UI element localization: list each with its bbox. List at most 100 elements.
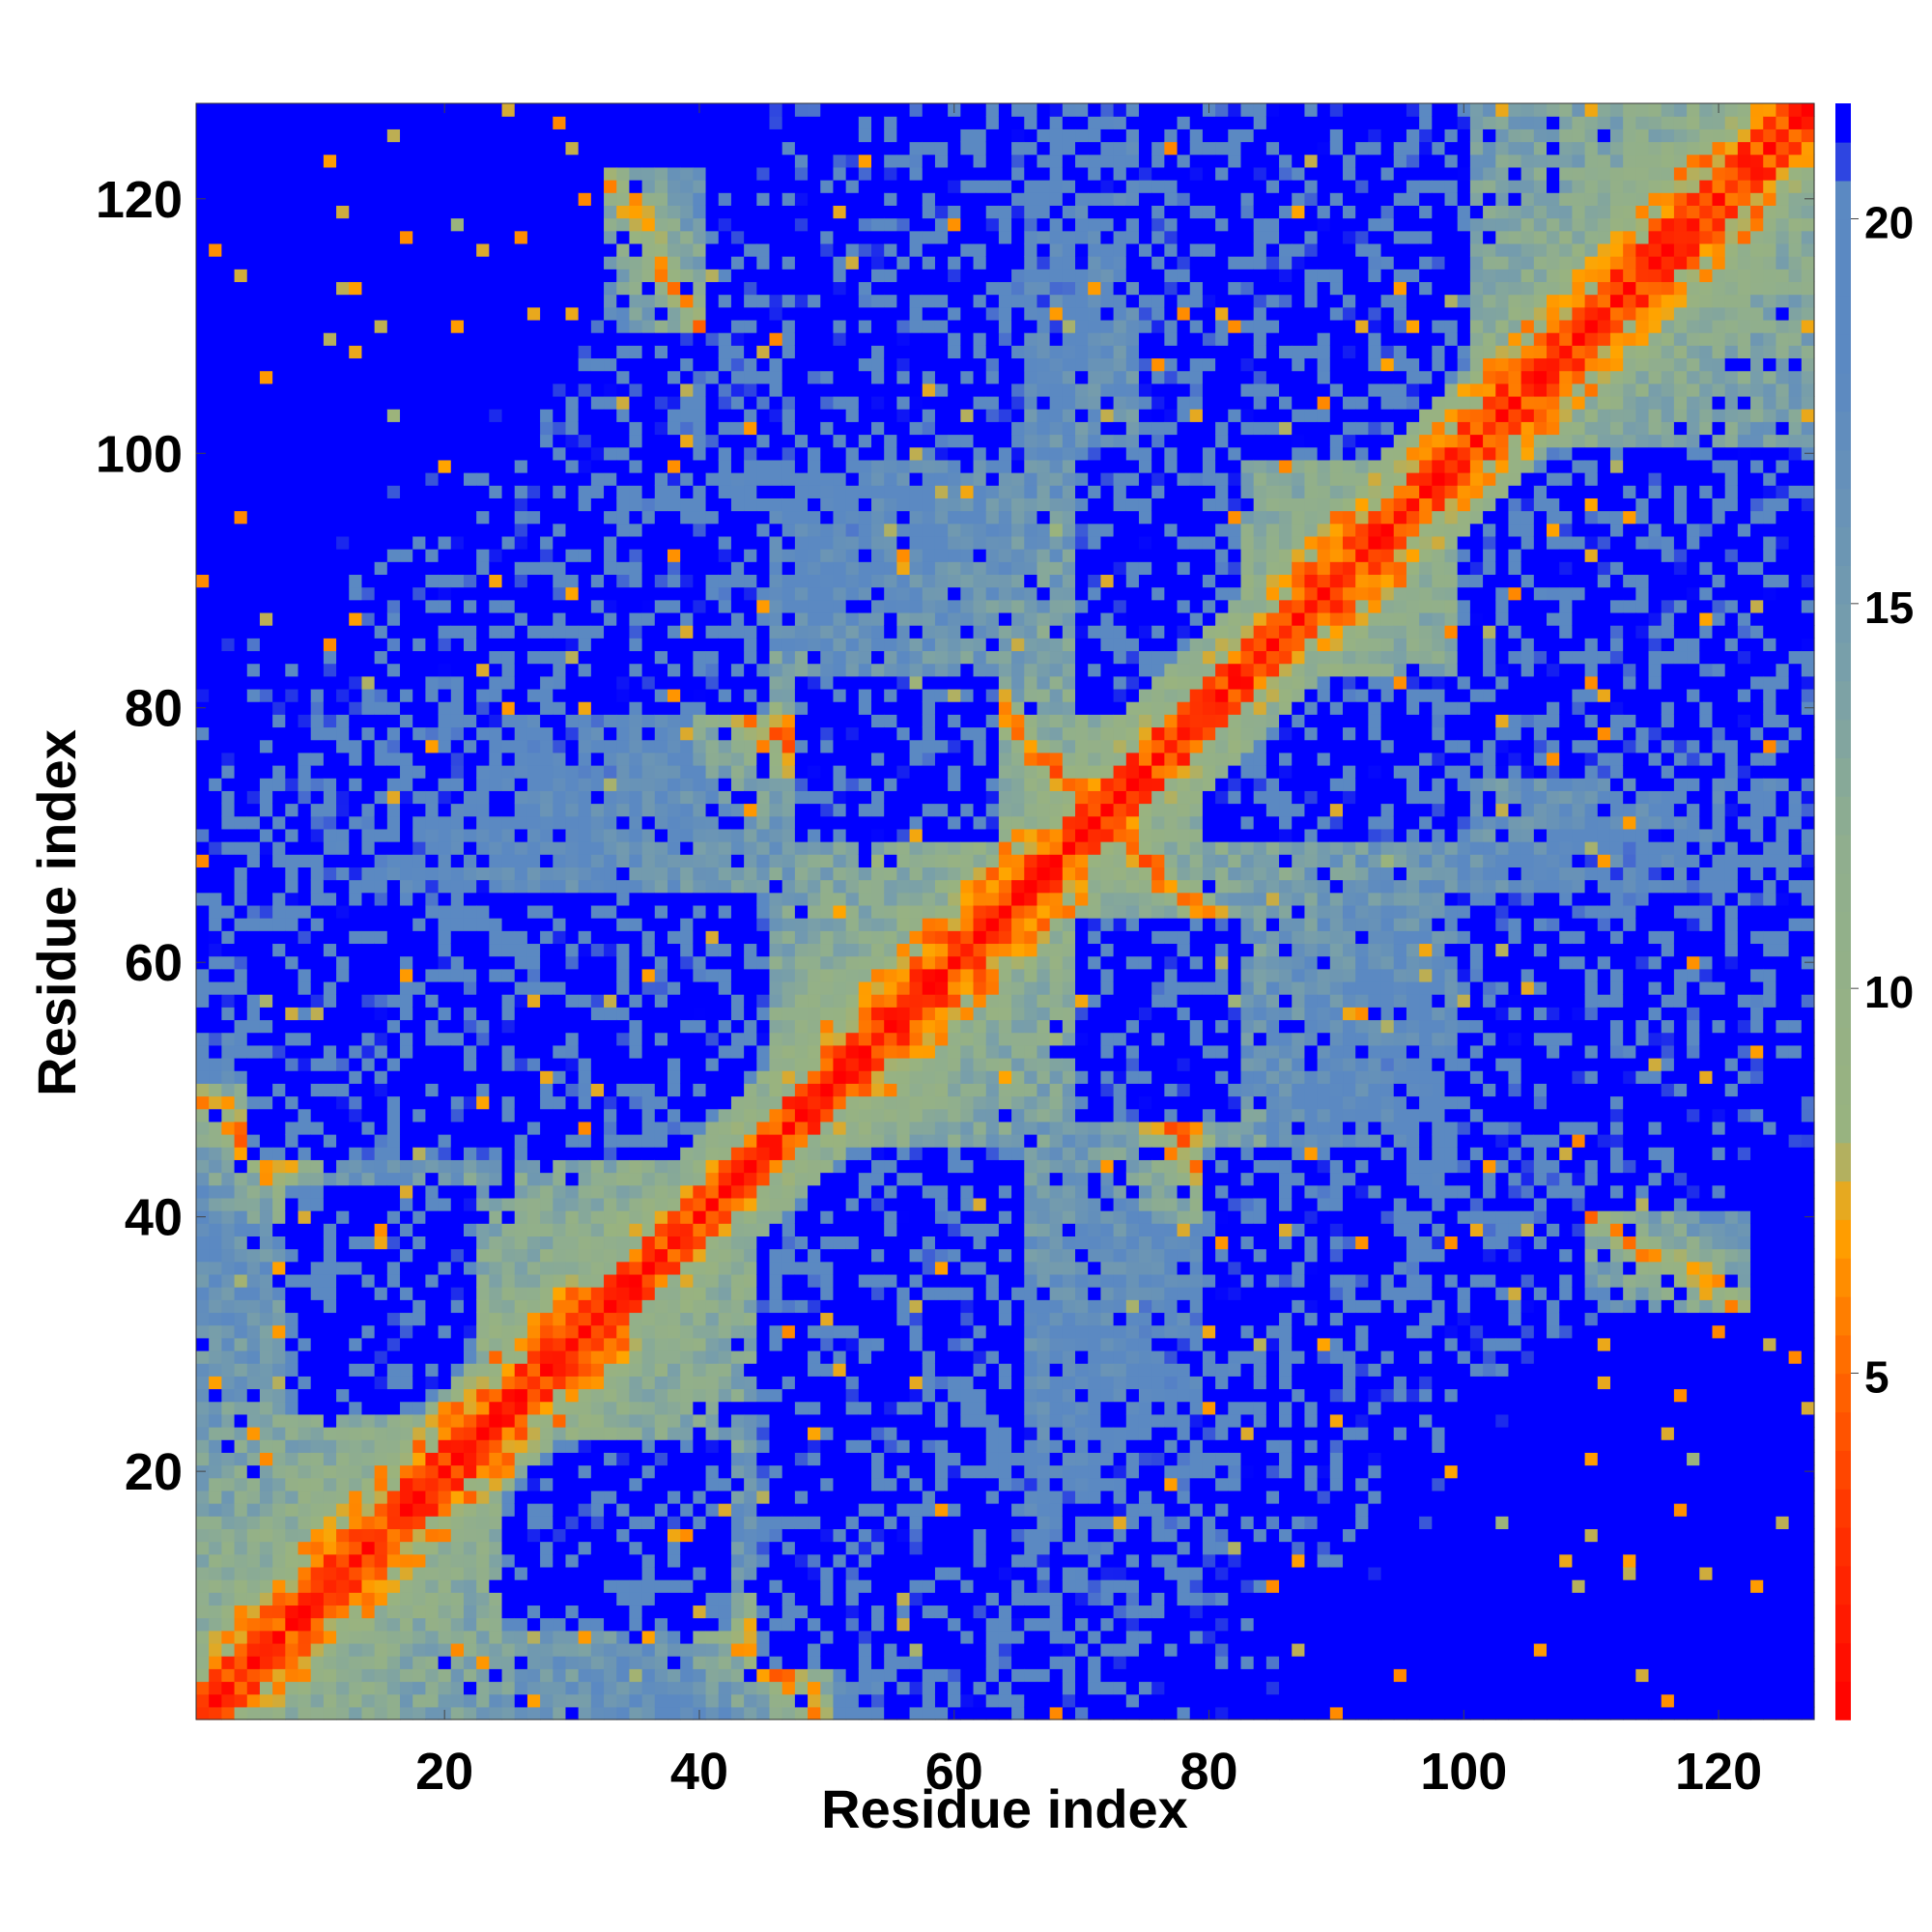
heatmap-cell — [298, 828, 312, 842]
heatmap-cell — [526, 128, 541, 143]
heatmap-cell — [476, 345, 490, 359]
heatmap-cell — [298, 1197, 312, 1211]
heatmap-cell — [654, 230, 668, 244]
heatmap-cell — [565, 1528, 580, 1543]
heatmap-cell — [463, 1095, 477, 1110]
heatmap-cell — [489, 1095, 503, 1110]
heatmap-cell — [641, 1630, 656, 1644]
heatmap-cell — [221, 586, 236, 601]
heatmap-cell — [310, 778, 325, 791]
heatmap-cell — [463, 319, 477, 333]
heatmap-cell — [196, 345, 210, 359]
heatmap-cell — [374, 1566, 388, 1580]
heatmap-cell — [336, 294, 350, 308]
heatmap-cell — [336, 1553, 350, 1568]
heatmap-cell — [514, 1337, 528, 1351]
heatmap-cell — [693, 1388, 707, 1403]
heatmap-cell — [489, 1388, 503, 1403]
heatmap-cell — [412, 523, 426, 537]
heatmap-cell — [336, 1541, 350, 1555]
heatmap-cell — [323, 1579, 337, 1593]
heatmap-cell — [654, 1630, 668, 1644]
heatmap-cell — [450, 1134, 465, 1148]
heatmap-cell — [374, 1605, 388, 1619]
heatmap-cell — [349, 166, 363, 181]
heatmap-cell — [629, 803, 643, 817]
heatmap-cell — [501, 370, 516, 384]
heatmap-cell — [412, 510, 426, 525]
heatmap-cell — [489, 1427, 503, 1440]
heatmap-cell — [565, 269, 580, 283]
heatmap-cell — [272, 714, 286, 728]
heatmap-cell — [680, 714, 694, 728]
heatmap-cell — [616, 879, 631, 894]
heatmap-cell — [476, 535, 490, 550]
heatmap-cell — [654, 1172, 668, 1186]
heatmap-cell — [578, 663, 592, 677]
heatmap-cell — [604, 994, 617, 1008]
heatmap-cell — [259, 726, 273, 741]
heatmap-cell — [629, 675, 643, 690]
heatmap-cell — [336, 1223, 350, 1237]
heatmap-cell — [616, 1248, 631, 1263]
heatmap-cell — [629, 1363, 643, 1377]
heatmap-cell — [641, 625, 656, 639]
heatmap-cell — [221, 892, 236, 906]
heatmap-cell — [654, 1121, 668, 1135]
heatmap-cell — [425, 752, 440, 766]
heatmap-cell — [463, 663, 477, 677]
heatmap-cell — [578, 1159, 592, 1174]
heatmap-cell — [629, 1452, 643, 1466]
heatmap-cell — [489, 345, 503, 359]
heatmap-cell — [540, 1159, 554, 1174]
heatmap-cell — [349, 217, 363, 232]
heatmap-cell — [693, 1605, 707, 1619]
heatmap-cell — [604, 1566, 617, 1580]
heatmap-cell — [221, 205, 236, 219]
heatmap-cell — [693, 1172, 707, 1186]
heatmap-cell — [285, 205, 299, 219]
heatmap-cell — [578, 497, 592, 512]
heatmap-cell — [526, 1592, 541, 1606]
heatmap-cell — [209, 1236, 222, 1250]
heatmap-cell — [667, 281, 681, 296]
heatmap-cell — [438, 854, 452, 867]
heatmap-cell — [590, 1439, 605, 1453]
heatmap-cell — [565, 510, 580, 525]
heatmap-cell — [489, 434, 503, 448]
heatmap-cell — [412, 1273, 426, 1288]
heatmap-cell — [349, 205, 363, 219]
heatmap-cell — [667, 1706, 681, 1720]
heatmap-cell — [221, 192, 236, 206]
heatmap-cell — [604, 192, 617, 206]
heatmap-cell — [553, 611, 567, 626]
heatmap-cell — [616, 192, 631, 206]
heatmap-cell — [438, 1668, 452, 1683]
heatmap-cell — [476, 586, 490, 601]
heatmap-cell — [604, 434, 617, 448]
heatmap-cell — [540, 1337, 554, 1351]
heatmap-cell — [259, 1579, 273, 1593]
heatmap-cell — [221, 1541, 236, 1555]
heatmap-cell — [654, 1197, 668, 1211]
heatmap-cell — [234, 242, 248, 257]
heatmap-cell — [450, 1553, 465, 1568]
heatmap-cell — [323, 1312, 337, 1326]
heatmap-cell — [272, 1642, 286, 1657]
heatmap-cell — [654, 434, 668, 448]
heatmap-cell — [349, 370, 363, 384]
heatmap-cell — [641, 180, 656, 193]
heatmap-cell — [489, 1273, 503, 1288]
heatmap-cell — [514, 1592, 528, 1606]
heatmap-cell — [501, 535, 516, 550]
heatmap-cell — [425, 281, 440, 296]
heatmap-cell — [298, 1617, 312, 1632]
heatmap-cell — [501, 841, 516, 855]
heatmap-cell — [400, 1197, 413, 1211]
heatmap-cell — [553, 523, 567, 537]
heatmap-cell — [629, 739, 643, 753]
heatmap-cell — [425, 395, 440, 410]
heatmap-cell — [310, 1592, 325, 1606]
heatmap-cell — [361, 357, 376, 372]
heatmap-cell — [349, 345, 363, 359]
